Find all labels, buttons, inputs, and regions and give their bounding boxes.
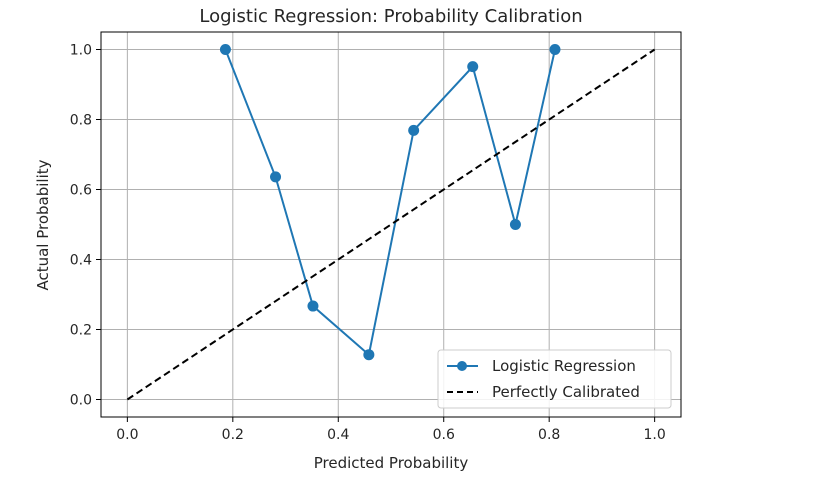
data-point: [219, 44, 231, 55]
x-tick-label: 0.8: [538, 427, 560, 443]
data-point: [509, 219, 521, 230]
logistic-regression-line: [224, 49, 556, 357]
legend-label-calibrated: Perfectly Calibrated: [492, 383, 640, 401]
x-tick-label: 1.0: [644, 427, 666, 443]
grid: [101, 32, 681, 417]
y-tick-label: 0.0: [70, 393, 92, 409]
y-tick-label: 0.6: [70, 183, 92, 199]
y-tick-label: 1.0: [70, 43, 92, 59]
y-tick-label: 0.2: [70, 323, 92, 339]
perfectly-calibrated-line: [126, 48, 656, 401]
data-point: [307, 300, 319, 312]
x-tick-label: 0.6: [433, 427, 455, 443]
data-point: [549, 44, 561, 55]
legend-label-logistic: Logistic Regression: [492, 357, 636, 375]
legend: Logistic Regression Perfectly Calibrated: [437, 349, 672, 409]
data-point: [467, 61, 479, 73]
chart-title: Logistic Regression: Probability Calibra…: [199, 6, 582, 27]
legend-box: [437, 349, 672, 409]
x-tick-label: 0.2: [222, 427, 244, 443]
data-point: [270, 171, 282, 183]
axis-ticks: 0.0 0.2 0.4 0.6 0.8 1.0 0.0 0.2 0.4 0.6 0.8 1.0: [70, 43, 666, 444]
y-tick-label: 0.8: [70, 113, 92, 129]
x-tick-label: 0.4: [327, 427, 349, 443]
data-point: [408, 124, 420, 136]
y-axis-label: Actual Probability: [34, 159, 52, 290]
y-tick-label: 0.4: [70, 253, 92, 269]
legend-marker-logistic: [457, 361, 467, 371]
series-layer: [126, 44, 656, 401]
x-tick-label: 0.0: [116, 427, 138, 443]
data-point: [363, 349, 375, 361]
plot-area-frame: [100, 31, 682, 418]
x-axis-label: Predicted Probability: [314, 454, 469, 472]
